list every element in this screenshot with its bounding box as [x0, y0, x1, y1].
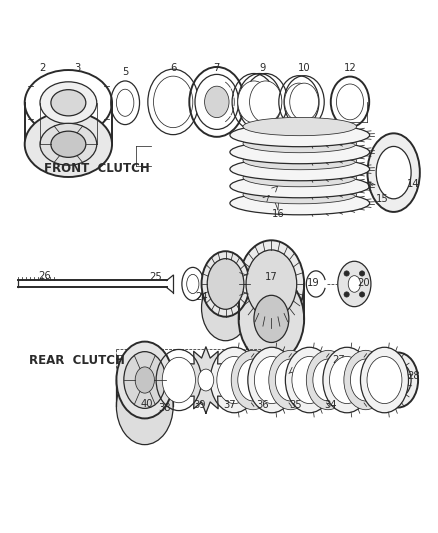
Ellipse shape [117, 342, 173, 418]
Ellipse shape [162, 357, 195, 403]
Ellipse shape [51, 90, 86, 116]
Ellipse shape [276, 359, 306, 401]
Ellipse shape [207, 259, 244, 309]
Ellipse shape [323, 348, 371, 413]
Ellipse shape [250, 81, 282, 123]
Ellipse shape [385, 362, 411, 398]
Ellipse shape [376, 147, 411, 199]
Ellipse shape [285, 83, 313, 120]
Ellipse shape [195, 75, 239, 130]
Ellipse shape [231, 350, 275, 410]
Text: 33: 33 [364, 394, 376, 405]
Text: 3: 3 [74, 63, 80, 73]
Ellipse shape [378, 352, 418, 408]
Ellipse shape [348, 276, 360, 292]
Ellipse shape [217, 357, 252, 403]
Ellipse shape [338, 261, 371, 306]
Ellipse shape [269, 350, 312, 410]
Text: 12: 12 [343, 63, 357, 73]
Ellipse shape [117, 368, 173, 445]
Text: 24: 24 [195, 292, 208, 302]
Text: 20: 20 [357, 278, 369, 288]
Text: 10: 10 [298, 63, 311, 73]
Circle shape [344, 271, 349, 276]
Ellipse shape [124, 352, 166, 408]
Ellipse shape [238, 81, 270, 123]
Text: 13: 13 [322, 122, 335, 132]
Ellipse shape [313, 359, 343, 401]
Text: 15: 15 [376, 194, 389, 204]
Ellipse shape [336, 84, 364, 120]
Text: 5: 5 [122, 67, 128, 77]
Ellipse shape [201, 251, 250, 317]
Ellipse shape [205, 86, 229, 118]
Text: 9: 9 [259, 63, 266, 73]
Ellipse shape [254, 357, 289, 403]
Ellipse shape [306, 350, 350, 410]
Text: 19: 19 [307, 278, 319, 288]
Ellipse shape [239, 240, 304, 328]
Circle shape [360, 271, 365, 276]
Polygon shape [181, 347, 230, 413]
Text: 28: 28 [407, 370, 420, 381]
Ellipse shape [230, 141, 370, 164]
Text: 27: 27 [333, 356, 346, 365]
Ellipse shape [135, 367, 154, 393]
Ellipse shape [40, 82, 97, 124]
Ellipse shape [360, 348, 409, 413]
Ellipse shape [243, 134, 357, 153]
Ellipse shape [230, 191, 370, 215]
Ellipse shape [25, 111, 112, 177]
Ellipse shape [367, 357, 402, 403]
Ellipse shape [243, 151, 357, 169]
Ellipse shape [344, 350, 388, 410]
Text: 16: 16 [272, 209, 284, 219]
Text: 17: 17 [265, 272, 278, 282]
Ellipse shape [367, 133, 420, 212]
Text: 2: 2 [39, 63, 46, 73]
Text: 37: 37 [224, 400, 236, 410]
Ellipse shape [187, 274, 199, 294]
Text: 39: 39 [193, 400, 206, 410]
Text: REAR  CLUTCH: REAR CLUTCH [29, 354, 125, 367]
Text: 6: 6 [170, 63, 177, 73]
Ellipse shape [51, 131, 86, 157]
Text: FRONT  CLUTCH: FRONT CLUTCH [44, 161, 150, 175]
Text: 14: 14 [407, 179, 420, 189]
Ellipse shape [290, 83, 318, 120]
Ellipse shape [230, 124, 370, 147]
Circle shape [360, 292, 365, 297]
Ellipse shape [117, 89, 134, 116]
Ellipse shape [243, 117, 357, 136]
Ellipse shape [286, 348, 333, 413]
Ellipse shape [329, 357, 364, 403]
Text: 35: 35 [289, 400, 302, 410]
Ellipse shape [230, 158, 370, 181]
Ellipse shape [292, 357, 327, 403]
Text: 26: 26 [38, 271, 51, 281]
Ellipse shape [246, 250, 297, 318]
Ellipse shape [230, 174, 370, 198]
Circle shape [344, 292, 349, 297]
Ellipse shape [243, 185, 357, 204]
Ellipse shape [239, 275, 304, 362]
Text: 25: 25 [149, 272, 162, 282]
Text: 7: 7 [214, 63, 220, 73]
Text: 40: 40 [141, 399, 153, 409]
Ellipse shape [248, 348, 296, 413]
Text: 36: 36 [256, 400, 269, 410]
Ellipse shape [153, 76, 193, 128]
Ellipse shape [350, 359, 381, 401]
Ellipse shape [254, 295, 289, 343]
Ellipse shape [210, 348, 258, 413]
Text: 34: 34 [324, 400, 336, 410]
Ellipse shape [198, 369, 214, 391]
Ellipse shape [238, 359, 268, 401]
Ellipse shape [243, 168, 357, 187]
Text: 38: 38 [158, 403, 171, 414]
Ellipse shape [40, 123, 97, 165]
Ellipse shape [201, 275, 250, 341]
